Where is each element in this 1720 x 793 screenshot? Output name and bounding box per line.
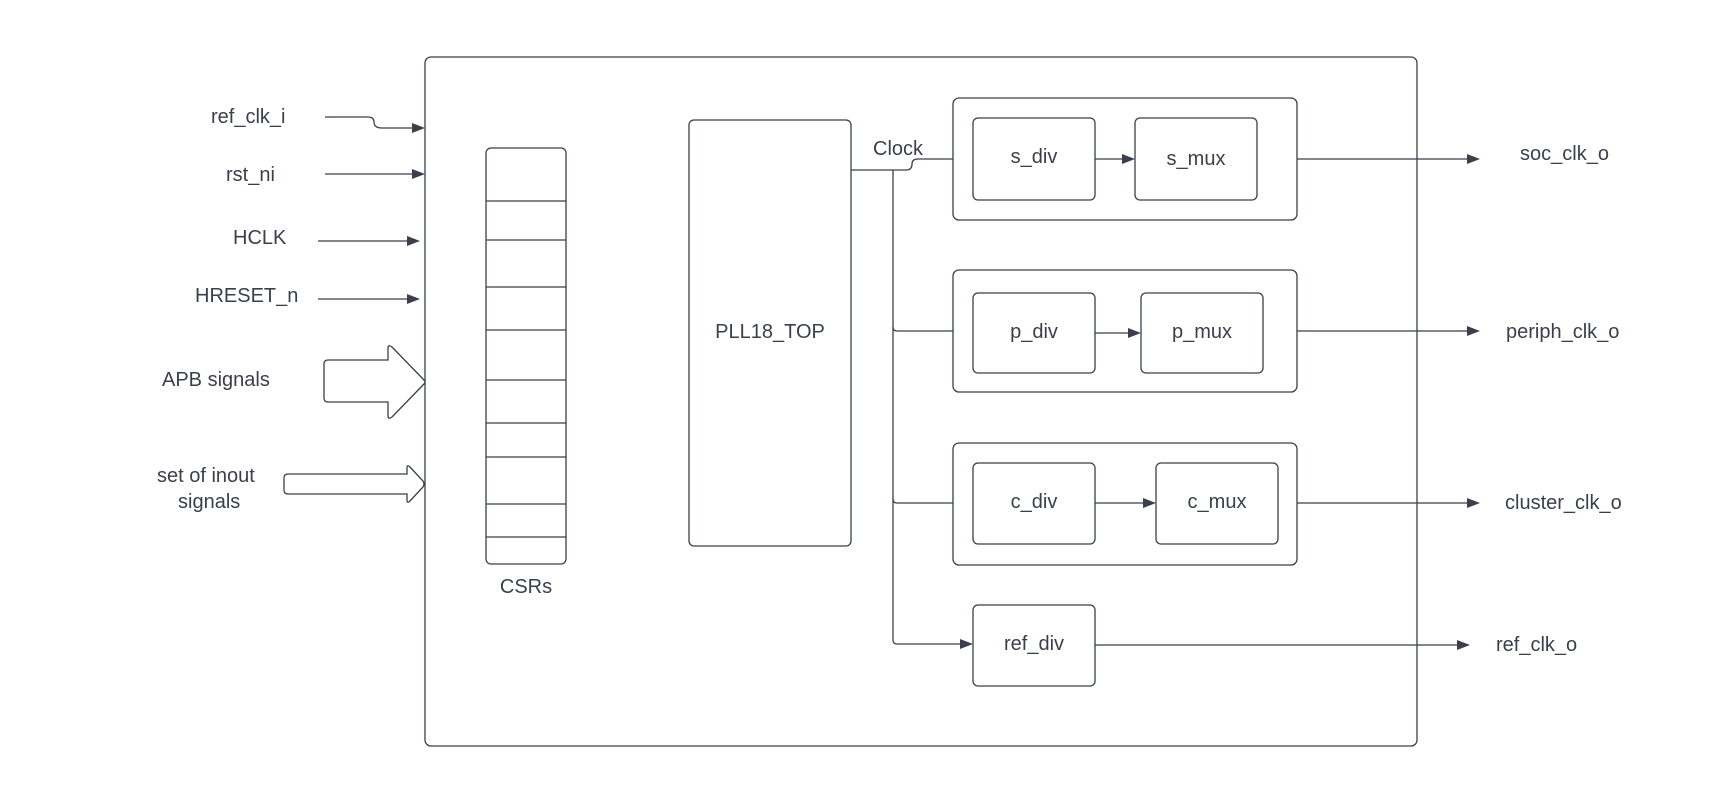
apb-bus-arrow — [323, 345, 426, 419]
s-div-label: s_div — [1011, 146, 1058, 168]
input-label-apb-signals: APB signals — [162, 369, 270, 391]
arrowhead — [960, 639, 973, 649]
arrowhead — [407, 236, 420, 246]
output-label-ref-clk-o: ref_clk_o — [1496, 634, 1577, 656]
clock-main-line — [851, 158, 962, 171]
input-label-hreset-n: HRESET_n — [195, 285, 298, 307]
arrowhead — [1143, 498, 1156, 508]
p-mux-label: p_mux — [1172, 321, 1232, 343]
s-mux-label: s_mux — [1167, 148, 1226, 170]
p-div-label: p_div — [1010, 321, 1058, 343]
c-mux-label: c_mux — [1188, 491, 1247, 513]
output-label-cluster-clk-o: cluster_clk_o — [1505, 492, 1622, 514]
clock-label: Clock — [873, 138, 924, 160]
inout-bus-arrow — [283, 465, 425, 503]
clock-branch-c — [892, 498, 962, 504]
csrs-label: CSRs — [500, 576, 552, 598]
arrowhead — [1467, 154, 1480, 164]
arrowhead — [1122, 154, 1135, 164]
input-label-hclk: HCLK — [233, 227, 287, 249]
arrowhead — [1467, 498, 1480, 508]
ref-div-label: ref_div — [1004, 633, 1064, 655]
output-label-periph-clk-o: periph_clk_o — [1506, 321, 1619, 343]
c-div-label: c_div — [1011, 491, 1058, 513]
pll-block — [688, 119, 852, 547]
pll-label: PLL18_TOP — [715, 321, 825, 343]
input-label-ref-clk-i: ref_clk_i — [211, 106, 285, 128]
arrowhead — [1457, 640, 1470, 650]
arrowhead — [412, 123, 425, 133]
input-label-inout-line2: signals — [178, 491, 240, 513]
arrowhead — [1467, 326, 1480, 336]
input-label-rst-ni: rst_ni — [226, 164, 275, 186]
module-boundary — [424, 56, 1418, 747]
clock-trunk — [892, 170, 962, 645]
arrowhead — [412, 169, 425, 179]
c-mux-block — [1155, 462, 1279, 545]
input-label-inout-line1: set of inout — [157, 465, 255, 487]
arrowhead — [407, 294, 420, 304]
clock-branch-p — [892, 326, 962, 332]
arrowhead — [1128, 328, 1141, 338]
output-label-soc-clk-o: soc_clk_o — [1520, 143, 1609, 165]
csr-register-stack — [485, 147, 567, 565]
input-arrow-ref-clk-i — [325, 116, 414, 129]
